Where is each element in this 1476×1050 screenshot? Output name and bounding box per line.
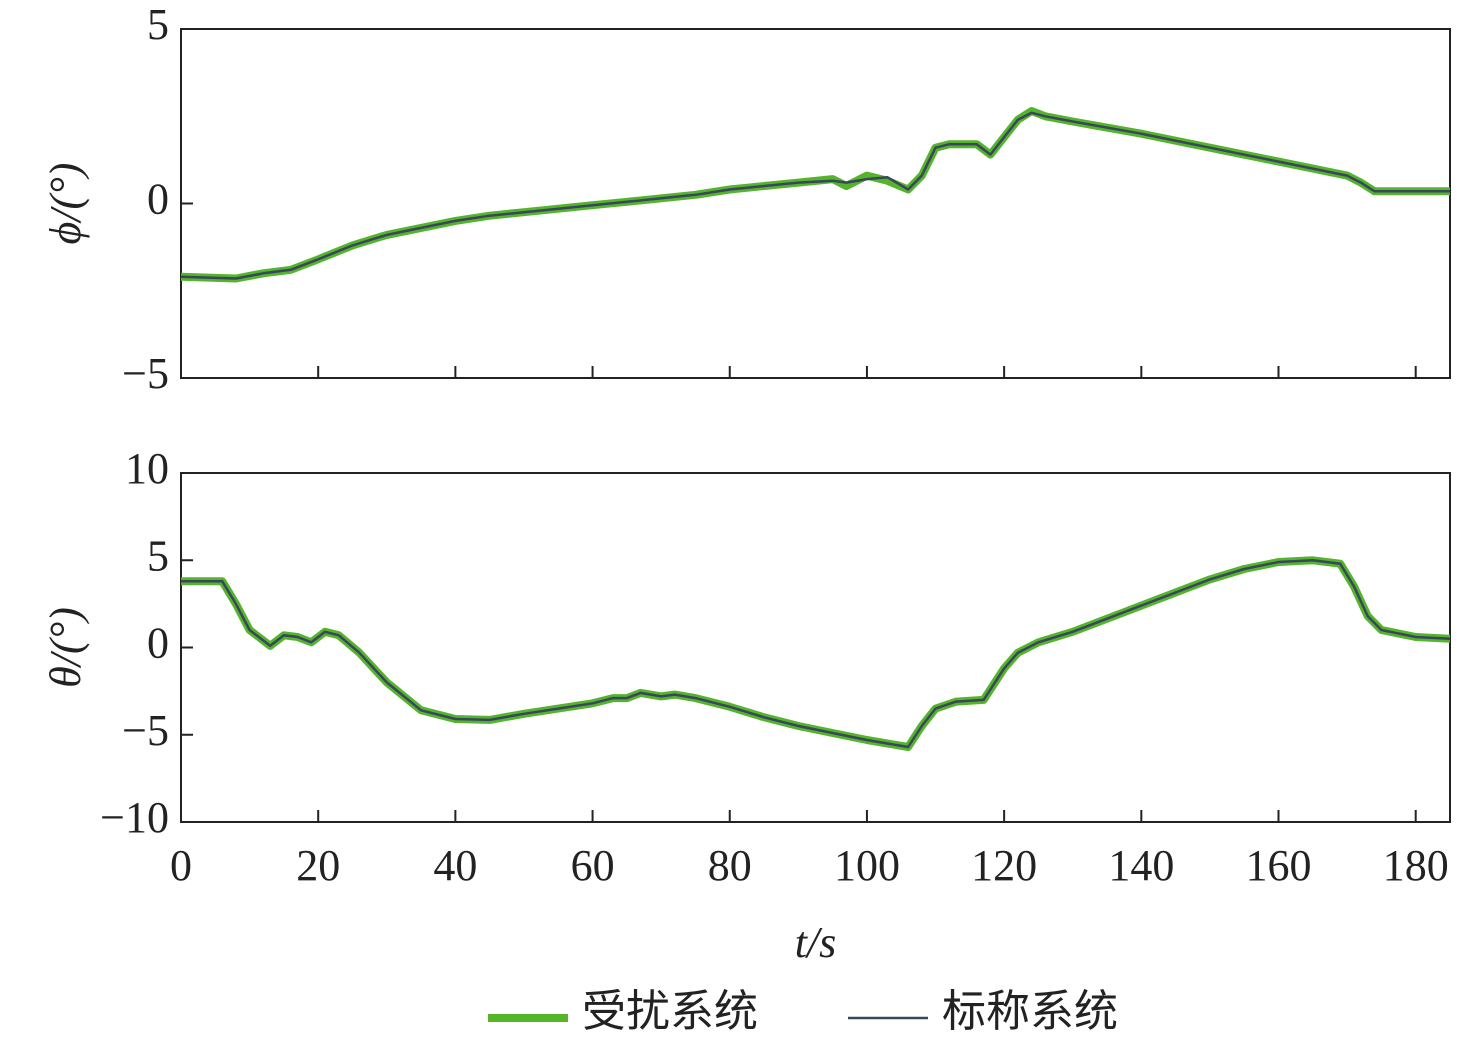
y-tick-label: 5 (147, 0, 169, 49)
x-tick-label: 140 (1108, 841, 1174, 890)
perturbed-line (181, 556, 1451, 751)
y-tick-label: −5 (122, 349, 169, 398)
y-axis-label: ϕ/(°) (41, 163, 90, 245)
y-tick-label: −5 (122, 706, 169, 755)
plot-frame (180, 28, 1451, 379)
y-tick-label: 5 (147, 531, 169, 580)
x-tick-label: 60 (571, 841, 615, 890)
legend-label: 受扰系统 (582, 987, 758, 1036)
x-axis-label: t/s (795, 918, 837, 967)
x-tick-label: 40 (433, 841, 477, 890)
x-tick-label: 0 (170, 841, 192, 890)
plot-frame (180, 472, 1451, 823)
y-axis-label: θ/(°) (41, 607, 90, 688)
y-tick-label: 10 (125, 444, 169, 493)
x-tick-label: 160 (1246, 841, 1312, 890)
y-tick-label: 0 (147, 619, 169, 668)
legend-label: 标称系统 (942, 987, 1118, 1036)
x-tick-label: 100 (834, 841, 900, 890)
x-tick-label: 20 (296, 841, 340, 890)
nominal-line (180, 111, 1450, 280)
x-tick-label: 180 (1383, 841, 1449, 890)
x-tick-label: 120 (971, 841, 1037, 890)
nominal-line (181, 559, 1451, 749)
perturbed-line (180, 107, 1450, 283)
y-tick-label: 0 (147, 175, 169, 224)
y-tick-label: −10 (100, 793, 169, 842)
x-tick-label: 80 (708, 841, 752, 890)
